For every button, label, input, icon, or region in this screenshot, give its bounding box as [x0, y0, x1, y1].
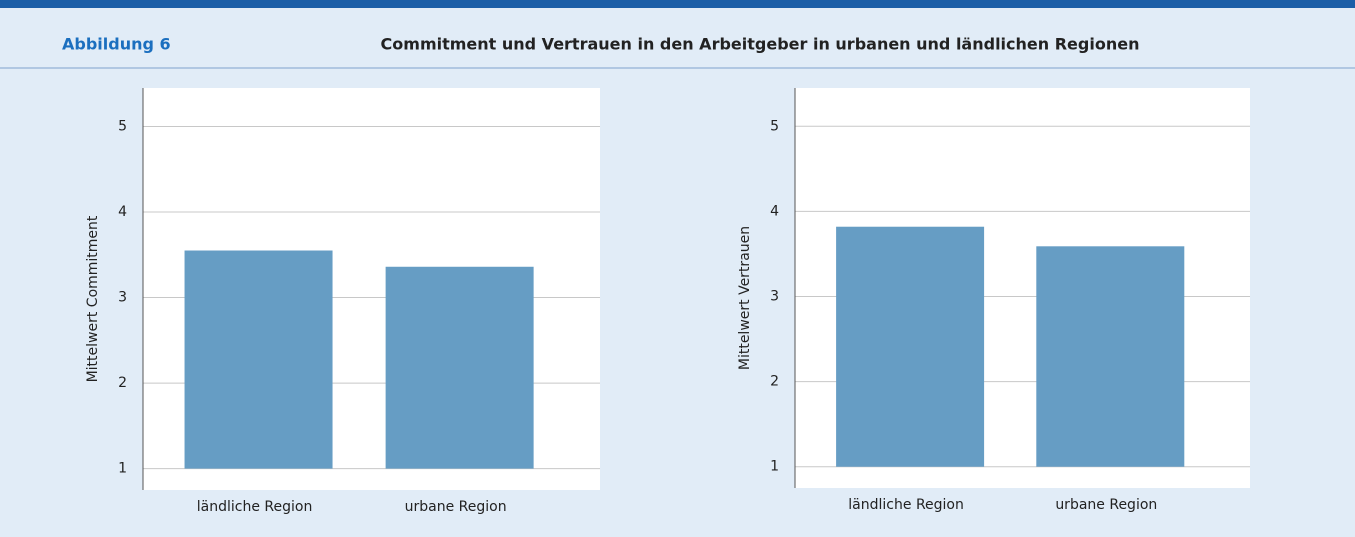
bar	[836, 226, 985, 467]
x-tick-label: ländliche Region	[197, 499, 313, 515]
y-tick-label: 2	[770, 374, 779, 390]
figure-title: Commitment und Vertrauen in den Arbeitge…	[381, 35, 1140, 54]
y-tick-label: 1	[770, 459, 779, 475]
bar	[184, 250, 333, 469]
y-tick-label: 2	[118, 375, 127, 391]
y-tick-label: 3	[770, 289, 779, 305]
figure-label: Abbildung 6	[62, 35, 171, 54]
x-tick-label: ländliche Region	[848, 497, 964, 513]
y-tick-label: 5	[770, 118, 779, 134]
bar	[1036, 246, 1185, 467]
y-axis-label: Mittelwert Vertrauen	[737, 226, 753, 370]
y-tick-label: 1	[118, 461, 127, 477]
y-axis-label: Mittelwert Commitment	[85, 215, 101, 382]
y-tick-label: 4	[118, 204, 127, 220]
y-tick-label: 4	[770, 203, 779, 219]
bar	[385, 266, 534, 469]
y-tick-label: 3	[118, 290, 127, 306]
top-bar	[0, 0, 1355, 8]
y-tick-label: 5	[118, 118, 127, 134]
x-tick-label: urbane Region	[1055, 497, 1157, 513]
x-tick-label: urbane Region	[405, 499, 507, 515]
